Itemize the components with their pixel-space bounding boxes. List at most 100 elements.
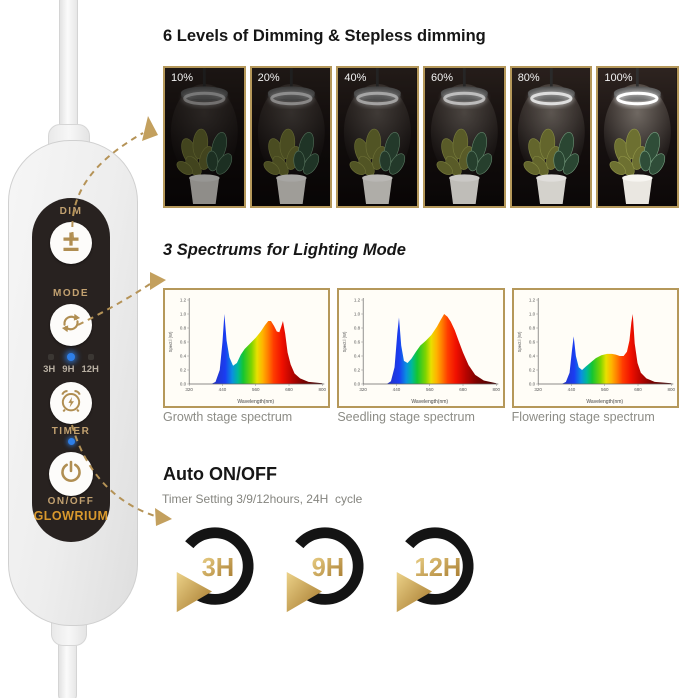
timer-subtitle: Timer Setting 3/9/12hours, 24H cycle: [162, 492, 363, 506]
svg-text:0.6: 0.6: [354, 340, 361, 345]
led-label-9h: 9H: [62, 364, 75, 375]
spectrum-caption: Flowering stage spectrum: [511, 410, 655, 424]
svg-text:680: 680: [634, 387, 642, 392]
timer-9h-icon: 9H: [274, 522, 372, 617]
svg-text:440: 440: [219, 387, 227, 392]
dimming-panel: 100%: [596, 66, 679, 208]
svg-text:800: 800: [493, 387, 501, 392]
controller-device: DIM ± MODE 3H 9H 12H: [8, 140, 138, 626]
dimming-panels: 10% 20%: [163, 66, 679, 208]
power-icon: [57, 458, 85, 491]
svg-text:0.2: 0.2: [180, 368, 187, 373]
timer-icons: 3H 9H 12H: [164, 522, 482, 617]
dim-button: ±: [50, 222, 92, 264]
timer-led-indicators: [32, 353, 110, 361]
svg-text:320: 320: [360, 387, 368, 392]
svg-text:0.0: 0.0: [180, 382, 187, 387]
svg-text:440: 440: [567, 387, 575, 392]
timer-led-labels: 3H 9H 12H: [32, 364, 110, 375]
svg-text:560: 560: [252, 387, 260, 392]
svg-text:560: 560: [601, 387, 609, 392]
svg-text:1.0: 1.0: [529, 312, 536, 317]
svg-text:1.0: 1.0: [354, 312, 361, 317]
svg-text:0.4: 0.4: [529, 354, 536, 359]
spectrum-caption: Growth stage spectrum: [163, 410, 293, 424]
svg-text:1.0: 1.0: [180, 312, 187, 317]
svg-text:320: 320: [534, 387, 542, 392]
svg-text:9H: 9H: [312, 554, 345, 582]
svg-text:Wavelength(nm): Wavelength(nm): [412, 399, 449, 405]
dimming-panel: 10%: [163, 66, 246, 208]
dim-label: DIM: [59, 206, 83, 217]
alarm-clock-icon: [57, 387, 85, 420]
svg-text:Spect.l (W): Spect.l (W): [517, 331, 522, 352]
svg-text:0.2: 0.2: [529, 368, 536, 373]
dimming-panel: 80%: [509, 66, 593, 208]
svg-text:0.2: 0.2: [354, 368, 361, 373]
svg-text:800: 800: [319, 387, 327, 392]
timer-indicator-dot: [68, 438, 75, 445]
svg-text:0.4: 0.4: [180, 354, 187, 359]
svg-text:800: 800: [667, 387, 675, 392]
plus-minus-icon: ±: [62, 225, 80, 258]
dimming-panel: 20%: [249, 66, 333, 208]
dimming-panel: 60%: [423, 66, 506, 208]
svg-text:680: 680: [285, 387, 293, 392]
dimming-percent-label: 20%: [257, 72, 280, 84]
cycle-arrows-icon: [58, 310, 84, 341]
svg-text:0.6: 0.6: [180, 340, 187, 345]
dimming-percent-label: 60%: [431, 72, 454, 84]
spectrum-caption: Seedling stage spectrum: [337, 410, 475, 424]
dimming-percent-label: 40%: [344, 72, 367, 84]
timer-title: Auto ON/OFF: [163, 464, 277, 484]
svg-text:0.6: 0.6: [529, 340, 536, 345]
timer-button: [50, 382, 92, 424]
svg-text:0.4: 0.4: [354, 354, 361, 359]
timer-12h-icon: 12H: [384, 522, 482, 617]
dimming-percent-label: 80%: [517, 72, 540, 84]
brand-name: GLOWRIUM: [33, 509, 109, 523]
svg-text:0.8: 0.8: [354, 326, 361, 331]
led-12h: [88, 354, 94, 360]
dimming-percent-label: 10%: [171, 72, 194, 84]
dimming-percent-label: 100%: [604, 72, 633, 84]
mode-button: [50, 304, 92, 346]
dimming-title: 6 Levels of Dimming & Stepless dimming: [163, 27, 486, 45]
svg-text:Wavelength(nm): Wavelength(nm): [586, 399, 623, 405]
led-label-12h: 12H: [81, 364, 99, 375]
spectrum-captions: Growth stage spectrum Seedling stage spec…: [163, 410, 679, 424]
svg-text:12H: 12H: [415, 554, 462, 582]
arrow-to-dimming: [142, 116, 158, 141]
svg-text:Wavelength(nm): Wavelength(nm): [237, 399, 274, 405]
led-label-3h: 3H: [43, 364, 56, 375]
timer-3h-icon: 3H: [164, 522, 262, 617]
svg-text:0.8: 0.8: [529, 326, 536, 331]
svg-text:Spect.l (W): Spect.l (W): [168, 331, 173, 352]
svg-text:Spect.l (W): Spect.l (W): [342, 331, 347, 352]
svg-text:320: 320: [185, 387, 193, 392]
svg-text:560: 560: [426, 387, 434, 392]
spectrum-title: 3 Spectrums for Lighting Mode: [163, 241, 406, 259]
svg-text:680: 680: [460, 387, 468, 392]
svg-text:1.2: 1.2: [354, 298, 361, 303]
spectrum-chart: 0.0 0.2 0.4 0.6 0.8 1.0 1.2 320 440 560 …: [511, 288, 679, 408]
svg-text:0.0: 0.0: [354, 382, 361, 387]
spectrum-panels: 0.0 0.2 0.4 0.6 0.8 1.0 1.2 320 440 560 …: [163, 288, 679, 408]
spectrum-chart: 0.0 0.2 0.4 0.6 0.8 1.0 1.2 320 440 560 …: [337, 288, 505, 408]
power-button: [49, 452, 93, 496]
led-9h: [67, 353, 75, 361]
dimming-panel: 40%: [336, 66, 420, 208]
timer-label: TIMER: [51, 426, 91, 437]
svg-text:440: 440: [393, 387, 401, 392]
svg-text:3H: 3H: [202, 554, 235, 582]
spectrum-chart: 0.0 0.2 0.4 0.6 0.8 1.0 1.2 320 440 560 …: [163, 288, 331, 408]
power-cable-top: [59, 0, 78, 138]
mode-label: MODE: [53, 288, 89, 299]
svg-text:1.2: 1.2: [529, 298, 536, 303]
controller-panel: DIM ± MODE 3H 9H 12H: [32, 198, 110, 542]
svg-text:0.8: 0.8: [180, 326, 187, 331]
svg-text:0.0: 0.0: [529, 382, 536, 387]
led-3h: [48, 354, 54, 360]
onoff-label: ON/OFF: [47, 496, 95, 507]
